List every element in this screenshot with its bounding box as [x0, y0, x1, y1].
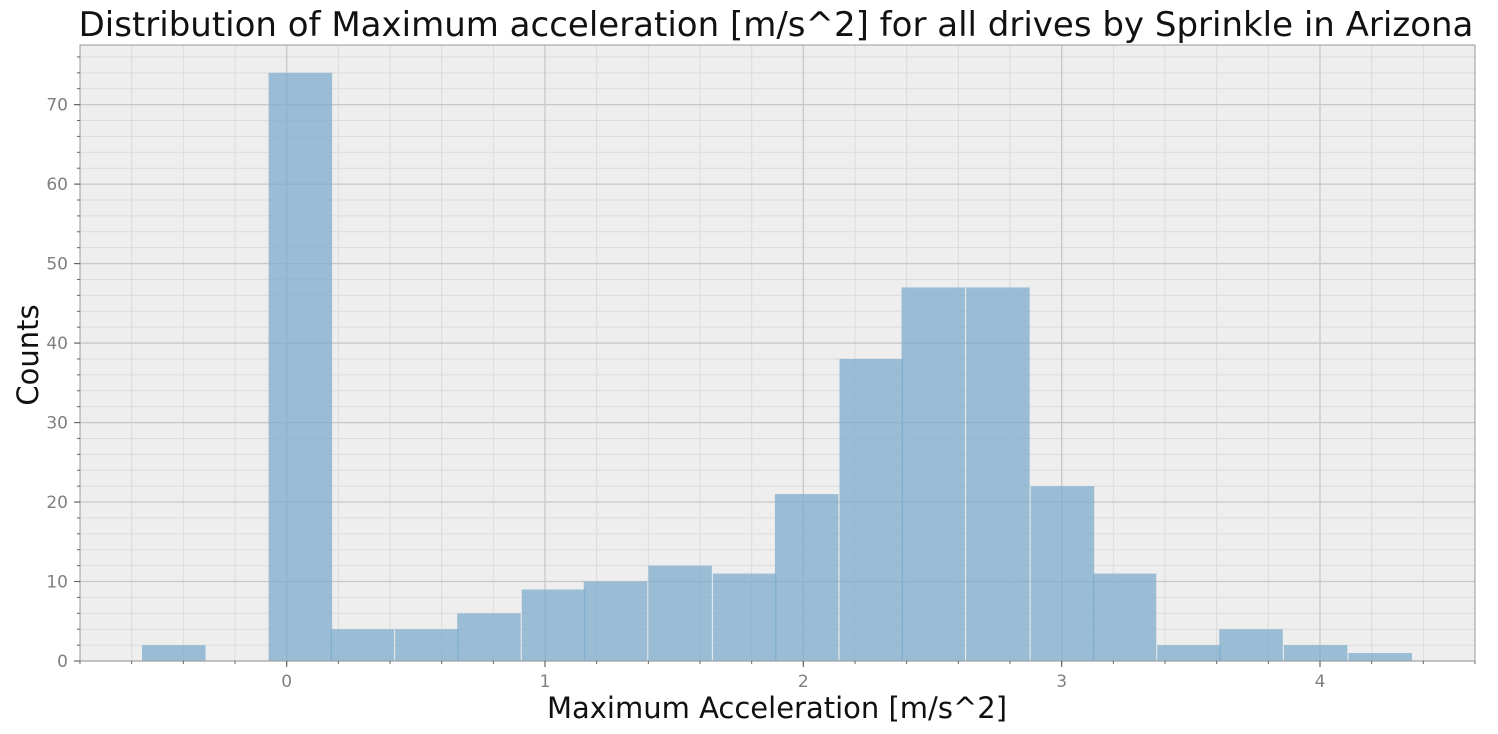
x-tick-labels: 0 1 2 3 4 — [281, 672, 1325, 692]
histogram-bar — [268, 72, 333, 662]
histogram-bar — [395, 629, 459, 661]
histogram-bars — [142, 72, 1412, 662]
histogram-bar — [966, 287, 1030, 661]
histogram-bar — [330, 629, 395, 661]
x-tick-label: 2 — [798, 672, 809, 692]
chart-title: Distribution of Maximum acceleration [m/… — [79, 5, 1474, 45]
y-tick-label: 50 — [46, 255, 68, 275]
y-tick-label: 40 — [46, 334, 68, 354]
histogram-bar — [1283, 645, 1348, 661]
y-tick-label: 0 — [57, 652, 68, 672]
histogram-bar — [583, 581, 648, 661]
y-tick-label: 20 — [46, 493, 68, 513]
y-tick-label: 70 — [46, 96, 68, 116]
histogram-bar — [774, 494, 839, 661]
histogram-bar — [648, 565, 712, 661]
y-tick-label: 10 — [46, 573, 68, 593]
x-tick-label: 0 — [281, 672, 292, 692]
x-tick-label: 3 — [1056, 672, 1067, 692]
histogram-bar — [1219, 629, 1283, 661]
histogram-bar — [712, 573, 777, 661]
plot-frame — [79, 44, 1476, 662]
y-tick-label: 60 — [46, 175, 68, 195]
histogram-bar — [1030, 486, 1095, 661]
y-axis-label: Counts — [11, 304, 45, 405]
histogram-bar — [521, 589, 586, 661]
y-tick-labels: 0 10 20 30 40 50 60 70 — [46, 96, 68, 672]
histogram-bar — [901, 287, 966, 661]
histogram-bar — [457, 613, 521, 661]
histogram-bar — [1157, 645, 1221, 661]
y-tick-label: 30 — [46, 414, 68, 434]
histogram-bar — [1092, 573, 1157, 661]
x-axis-label: Maximum Acceleration [m/s^2] — [547, 691, 1007, 725]
x-tick-label: 1 — [540, 672, 551, 692]
histogram-bar — [1348, 653, 1412, 661]
x-tick-label: 4 — [1315, 672, 1326, 692]
axis-ticks — [74, 56, 1476, 667]
histogram-bar — [142, 645, 206, 661]
histogram-bar — [839, 358, 904, 661]
